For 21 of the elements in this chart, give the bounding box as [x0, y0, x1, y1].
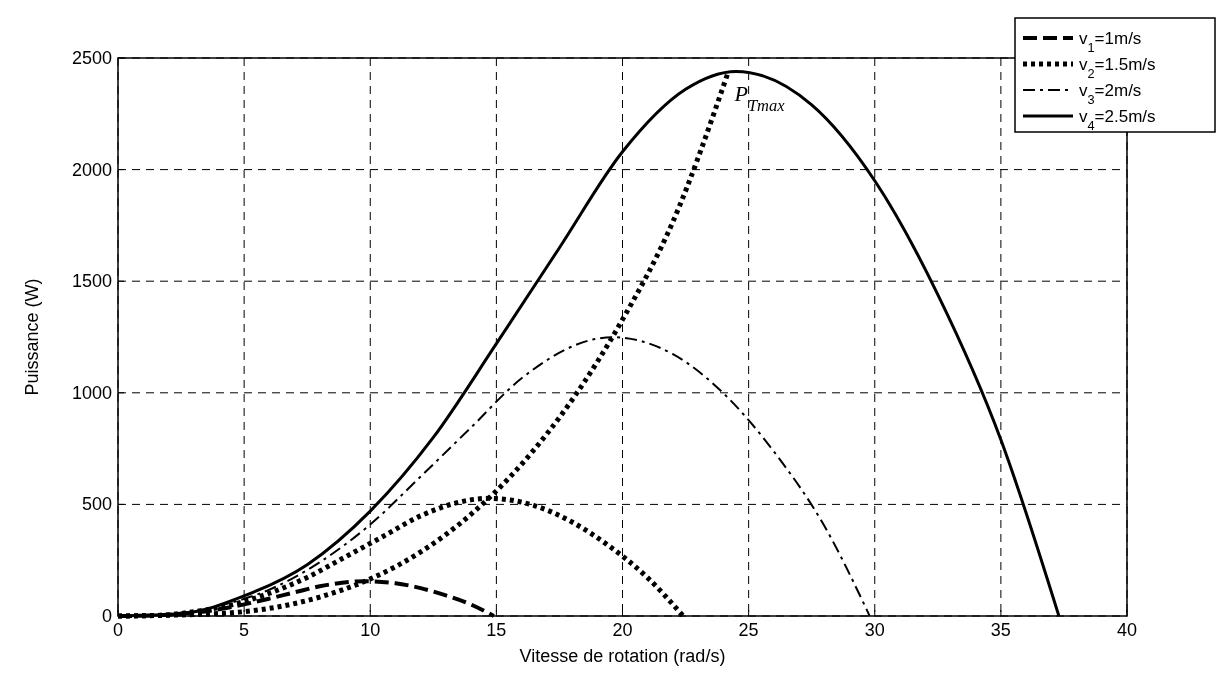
x-axis-title: Vitesse de rotation (rad/s)	[519, 646, 726, 666]
y-tick-label: 1000	[71, 382, 112, 403]
y-tick-label: 2500	[71, 48, 112, 68]
y-tick-label: 500	[81, 494, 112, 515]
legend-label: v$_{3}$=2m/s	[1079, 81, 1142, 107]
annotation: P$_{Tmax}$	[733, 81, 786, 115]
x-tick-label: 20	[612, 620, 633, 640]
legend-label: v$_{4}$=2.5m/s	[1079, 107, 1156, 133]
y-tick-label: 1500	[71, 271, 112, 292]
y-tick-label: 0	[101, 606, 112, 626]
x-tick-label: 10	[360, 620, 381, 640]
y-tick-label: 2000	[71, 159, 112, 180]
x-tick-label: 5	[239, 620, 250, 640]
y-axis-title: Puissance (W)	[22, 278, 42, 396]
legend-label: v$_{1}$=1m/s	[1079, 29, 1142, 55]
x-tick-label: 35	[990, 620, 1011, 640]
x-tick-label: 40	[1116, 620, 1138, 640]
x-tick-label: 30	[864, 620, 885, 640]
x-tick-label: 25	[738, 620, 759, 640]
x-tick-label: 15	[486, 620, 507, 640]
legend-label: v$_{2}$=1.5m/s	[1079, 55, 1156, 81]
